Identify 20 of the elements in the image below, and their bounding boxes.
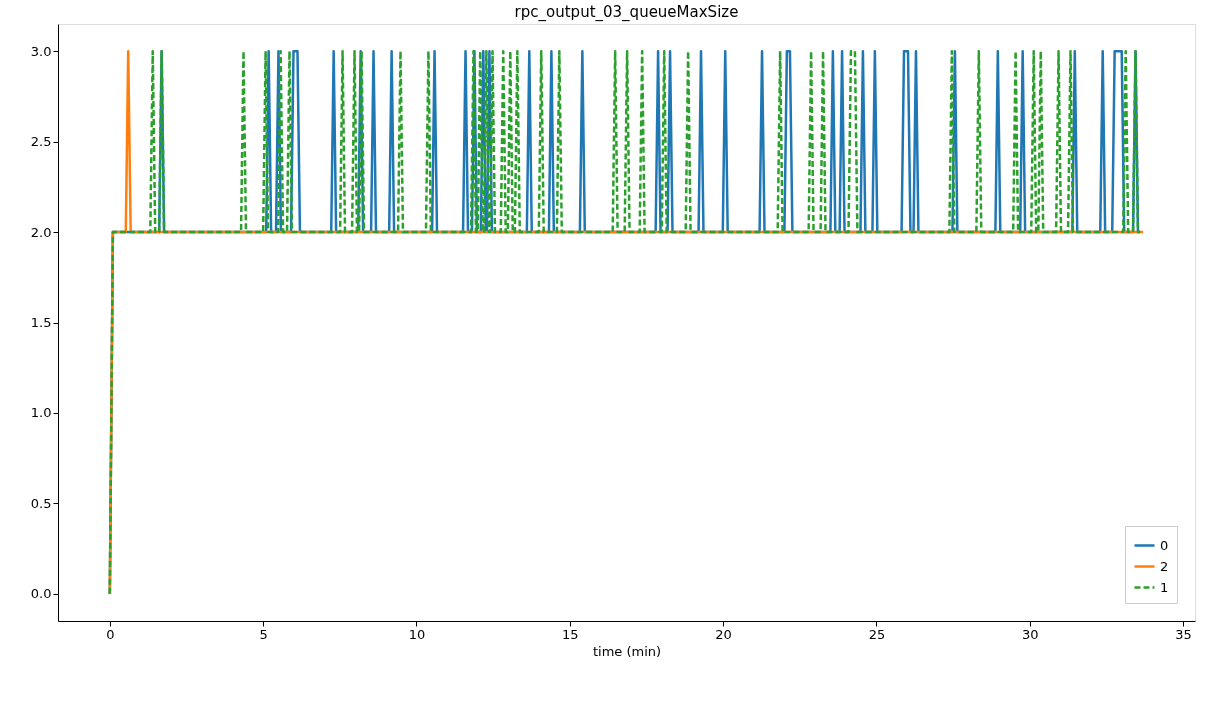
chart-title: rpc_output_03_queueMaxSize <box>514 3 739 22</box>
legend-label: 2 <box>1160 558 1169 574</box>
y-tick-label: 2.0 <box>30 224 52 240</box>
x-tick-label: 5 <box>259 626 268 642</box>
legend-label: 1 <box>1160 579 1169 595</box>
x-tick-label: 0 <box>106 626 115 642</box>
y-tick-label: 1.5 <box>30 315 52 330</box>
legend-label: 0 <box>1160 537 1169 553</box>
x-tick-label: 20 <box>715 626 732 642</box>
y-tick-label: 0.5 <box>30 495 52 511</box>
x-tick-label: 15 <box>562 626 579 642</box>
x-tick-label: 25 <box>868 626 886 642</box>
y-tick-label: 1.0 <box>30 405 52 421</box>
x-tick-label: 35 <box>1175 626 1192 642</box>
x-axis-title: time (min) <box>592 643 662 659</box>
x-tick-label: 10 <box>408 626 426 642</box>
x-tick-label: 30 <box>1021 626 1039 642</box>
y-tick-label: 3.0 <box>30 43 52 59</box>
y-tick-label: 2.5 <box>30 134 52 150</box>
y-tick-label: 0.0 <box>30 586 52 602</box>
